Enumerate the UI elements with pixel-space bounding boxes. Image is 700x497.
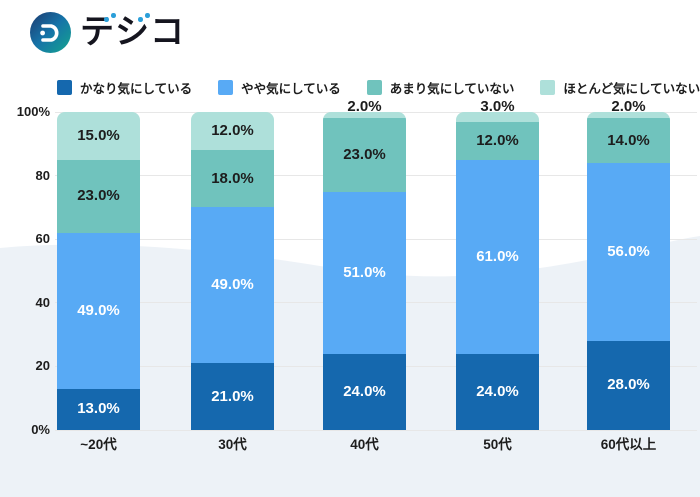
y-tick-label: 60 (35, 231, 50, 247)
bar-segment (323, 191, 406, 354)
bar-segment (191, 363, 274, 430)
dakuten-dot (111, 13, 116, 18)
bar-segment (587, 340, 670, 430)
gridline (55, 429, 697, 431)
y-tick-label: 80 (35, 167, 50, 183)
legend-label: やや気にしている (241, 82, 341, 96)
x-tick-label: 50代 (483, 437, 512, 452)
bar-segment (191, 112, 274, 151)
gridline (55, 111, 697, 113)
bar-segment (587, 112, 670, 119)
bar-segment (456, 353, 539, 430)
chart-legend: かなり気にしている やや気にしている あまり気にしていない ほとんど気にしていない (57, 78, 700, 97)
bar (57, 112, 140, 430)
legend-label: ほとんど気にしていない (563, 82, 700, 96)
legend-item: やや気にしている (218, 78, 341, 97)
bar-segment (323, 112, 406, 119)
legend-item: かなり気にしている (57, 78, 192, 97)
bar (323, 112, 406, 430)
bar (456, 112, 539, 430)
y-tick-label: 0% (31, 422, 50, 437)
bar-segment (57, 159, 140, 233)
digico-badge-icon (30, 12, 71, 53)
dakuten-dot (138, 17, 143, 22)
bar-segment (456, 159, 539, 354)
bar-segment (587, 162, 670, 341)
legend-swatch (540, 80, 556, 95)
bar-segment (323, 353, 406, 430)
legend-swatch (57, 80, 72, 95)
dakuten-dot (145, 13, 150, 18)
bar-segment (57, 388, 140, 430)
bar-segment (456, 112, 539, 122)
bar-segment (191, 207, 274, 364)
y-tick-label: 20 (35, 358, 50, 374)
y-tick-label: 40 (35, 294, 50, 310)
bar (191, 112, 274, 430)
bar-segment (57, 112, 140, 160)
legend-item: ほとんど気にしていない (540, 78, 700, 97)
legend-item: あまり気にしていない (366, 78, 515, 97)
x-tick-label: 30代 (218, 437, 247, 452)
legend-label: あまり気にしていない (389, 82, 515, 96)
x-tick-label: 60代以上 (600, 437, 657, 452)
bar (587, 112, 670, 430)
bar-segment (323, 118, 406, 192)
y-tick-label: 100% (16, 104, 50, 119)
legend-swatch (218, 80, 234, 95)
x-tick-label: ~20代 (80, 437, 117, 452)
bar-segment (456, 121, 539, 160)
bar-segment (587, 118, 670, 163)
x-tick-label: 40代 (350, 437, 379, 452)
legend-label: かなり気にしている (80, 82, 193, 96)
bar-segment (191, 150, 274, 208)
logo-text: テシコ (80, 13, 185, 51)
logo: テシコ (30, 12, 185, 53)
bar-segment (57, 232, 140, 389)
legend-swatch (366, 80, 382, 95)
plot-area: 13.0% 49.0% 23.0% 15.0% 21.0% 49.0% 18.0% 12.0%… (55, 98, 697, 431)
dakuten-dot (104, 17, 109, 22)
